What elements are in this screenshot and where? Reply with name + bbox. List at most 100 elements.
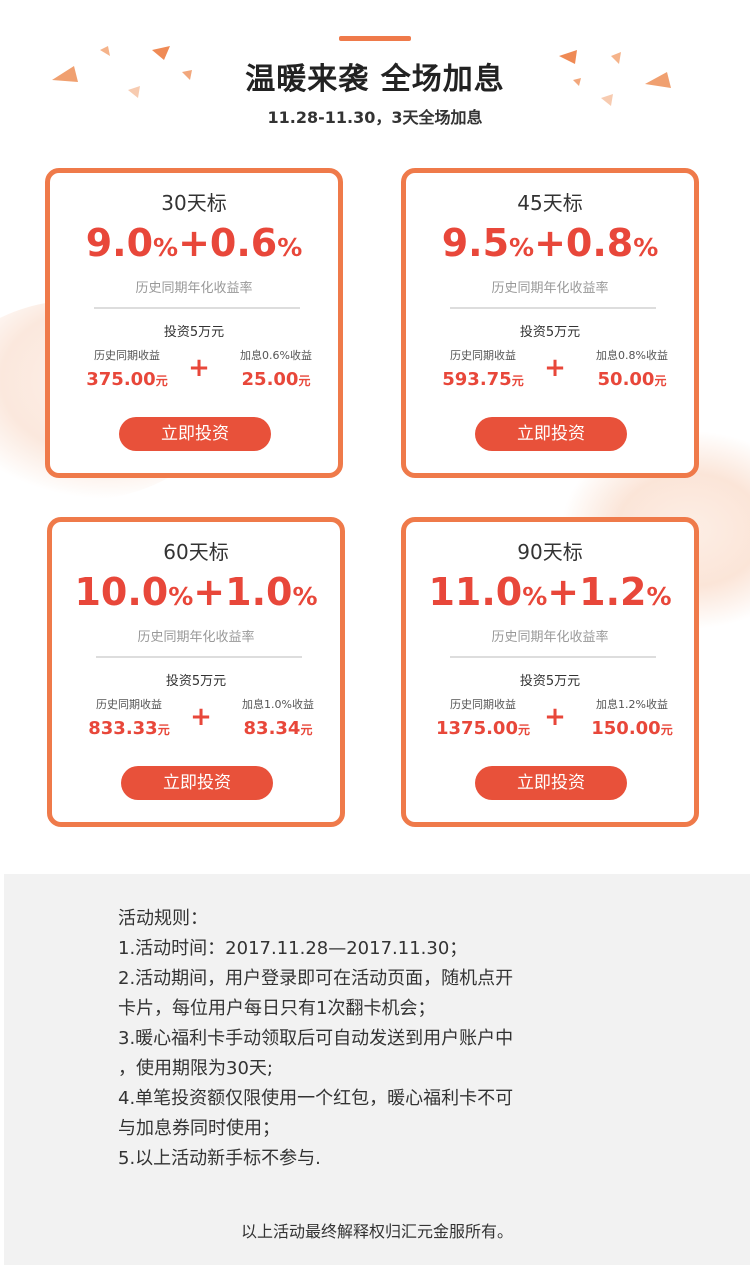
invest-now-button[interactable]: 立即投资 [119, 417, 271, 451]
rate-label: 历史同期年化收益率 [491, 630, 609, 645]
historical-income: 历史同期收益 375.00元 [72, 347, 182, 390]
rule-line: 2.活动期间，用户登录即可在活动页面，随机点开 [118, 968, 514, 989]
title-accent-bar [339, 36, 411, 41]
invest-amount-label: 投资5万元 [519, 674, 581, 689]
invest-amount-label: 投资5万元 [165, 674, 227, 689]
rate-label: 历史同期年化收益率 [491, 281, 609, 296]
plus-icon: + [544, 702, 566, 732]
historical-income-label: 历史同期收益 [450, 349, 516, 362]
historical-income-label: 历史同期收益 [96, 698, 162, 711]
card-rate: 11.0%+1.2% [406, 570, 694, 614]
card-rate: 9.5%+0.8% [406, 221, 694, 265]
bonus-income-value: 50.00元 [572, 369, 692, 390]
rate-base: 9.0 [85, 221, 154, 265]
product-card-45-day: 45天标 9.5%+0.8% 历史同期年化收益率 投资5万元 历史同期收益 59… [401, 168, 699, 478]
rule-line: 与加息券同时使用； [118, 1118, 280, 1139]
bonus-income-value: 150.00元 [572, 718, 692, 739]
rule-line: 3.暖心福利卡手动领取后可自动发送到用户账户中 [118, 1028, 514, 1049]
card-divider [94, 307, 300, 309]
rate-label: 历史同期年化收益率 [137, 630, 255, 645]
rate-extra-percent: % [633, 233, 659, 262]
rule-line: 5.以上活动新手标不参与. [118, 1148, 321, 1169]
rate-extra-percent: % [292, 582, 318, 611]
bonus-income: 加息1.2%收益 150.00元 [572, 696, 692, 739]
rate-base: 11.0 [428, 570, 523, 614]
invest-now-button[interactable]: 立即投资 [121, 766, 273, 800]
rule-line: 4.单笔投资额仅限使用一个红包，暖心福利卡不可 [118, 1088, 514, 1109]
card-rate: 9.0%+0.6% [50, 221, 338, 265]
rule-line: ，使用期限为30天; [118, 1058, 273, 1079]
currency-unit: 元 [654, 374, 667, 388]
bonus-income-number: 83.34 [243, 718, 301, 739]
rate-extra: +0.6 [178, 221, 278, 265]
rule-line: 1.活动时间：2017.11.28—2017.11.30； [118, 938, 468, 959]
activity-rules-panel: 活动规则： 1.活动时间：2017.11.28—2017.11.30； 2.活动… [4, 874, 750, 1265]
historical-income-value: 375.00元 [72, 369, 182, 390]
plus-icon: + [188, 353, 210, 383]
rules-body: 活动规则： 1.活动时间：2017.11.28—2017.11.30； 2.活动… [118, 904, 618, 1174]
bonus-income-value: 83.34元 [218, 718, 338, 739]
plus-icon: + [190, 702, 212, 732]
historical-income: 历史同期收益 833.33元 [74, 696, 184, 739]
historical-income-value: 1375.00元 [428, 718, 538, 739]
bonus-income-label: 加息0.6%收益 [240, 349, 312, 362]
page-title: 温暖来袭 全场加息 [245, 62, 505, 97]
card-term: 90天标 [517, 540, 583, 564]
invest-amount-label: 投资5万元 [519, 325, 581, 340]
card-divider [450, 656, 656, 658]
rate-extra-percent: % [646, 582, 672, 611]
product-card-90-day: 90天标 11.0%+1.2% 历史同期年化收益率 投资5万元 历史同期收益 1… [401, 517, 699, 827]
historical-income: 历史同期收益 593.75元 [428, 347, 538, 390]
card-divider [96, 656, 302, 658]
currency-unit: 元 [298, 374, 311, 388]
rate-base-percent: % [509, 233, 535, 262]
currency-unit: 元 [300, 723, 313, 737]
rate-label: 历史同期年化收益率 [135, 281, 253, 296]
plus-icon: + [544, 353, 566, 383]
rule-line: 卡片，每位用户每日只有1次翻卡机会； [118, 998, 436, 1019]
bonus-income: 加息0.6%收益 25.00元 [216, 347, 336, 390]
historical-income-value: 833.33元 [74, 718, 184, 739]
bonus-income: 加息1.0%收益 83.34元 [218, 696, 338, 739]
currency-unit: 元 [155, 374, 168, 388]
product-card-30-day: 30天标 9.0%+0.6% 历史同期年化收益率 投资5万元 历史同期收益 37… [45, 168, 343, 478]
bonus-income-number: 50.00 [597, 369, 655, 390]
rate-base: 10.0 [74, 570, 169, 614]
historical-income-label: 历史同期收益 [450, 698, 516, 711]
bonus-income: 加息0.8%收益 50.00元 [572, 347, 692, 390]
historical-income-number: 375.00 [86, 369, 156, 390]
invest-now-button[interactable]: 立即投资 [475, 766, 627, 800]
rate-extra: +0.8 [534, 221, 634, 265]
card-rate: 10.0%+1.0% [52, 570, 340, 614]
confetti-decoration-left [52, 46, 192, 98]
card-term: 30天标 [161, 191, 227, 215]
rules-footer-disclaimer: 以上活动最终解释权归汇元金服所有。 [240, 1222, 513, 1241]
bonus-income-number: 150.00 [591, 718, 661, 739]
bonus-income-number: 25.00 [241, 369, 299, 390]
currency-unit: 元 [660, 723, 673, 737]
rate-base-percent: % [522, 582, 548, 611]
historical-income-label: 历史同期收益 [94, 349, 160, 362]
rate-base-percent: % [153, 233, 179, 262]
product-card-60-day: 60天标 10.0%+1.0% 历史同期年化收益率 投资5万元 历史同期收益 8… [47, 517, 345, 827]
card-term: 45天标 [517, 191, 583, 215]
invest-now-button[interactable]: 立即投资 [475, 417, 627, 451]
currency-unit: 元 [157, 723, 170, 737]
rate-extra: +1.2 [547, 570, 647, 614]
rate-extra: +1.0 [193, 570, 293, 614]
bonus-income-label: 加息0.8%收益 [596, 349, 668, 362]
confetti-decoration-right [559, 50, 671, 106]
rules-title: 活动规则： [118, 908, 208, 929]
page-subtitle: 11.28-11.30，3天全场加息 [267, 108, 483, 127]
card-term: 60天标 [163, 540, 229, 564]
bonus-income-label: 加息1.2%收益 [596, 698, 668, 711]
historical-income-number: 1375.00 [436, 718, 518, 739]
currency-unit: 元 [511, 374, 524, 388]
rate-base: 9.5 [441, 221, 510, 265]
historical-income-number: 833.33 [88, 718, 158, 739]
rate-extra-percent: % [277, 233, 303, 262]
historical-income-value: 593.75元 [428, 369, 538, 390]
currency-unit: 元 [517, 723, 530, 737]
card-divider [450, 307, 656, 309]
